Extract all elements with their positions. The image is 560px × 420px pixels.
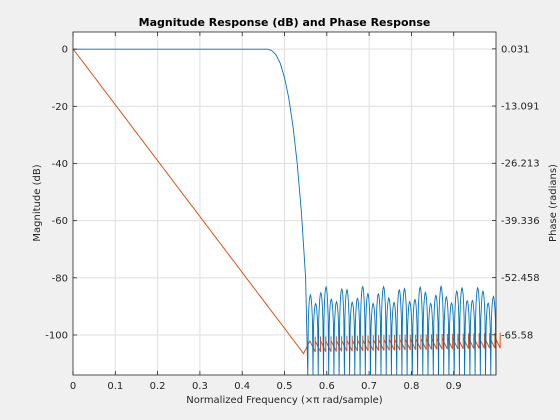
magnitude-line — [73, 48, 497, 376]
y-tick-label-left: -20 — [52, 102, 68, 113]
x-tick-label: 0.5 — [277, 381, 293, 392]
x-tick-label: 0.9 — [446, 381, 462, 392]
x-tick-label: 0 — [70, 381, 76, 392]
x-tick-label: 0.1 — [107, 381, 123, 392]
y-tick-label-left: -60 — [52, 216, 68, 227]
chart-title: Magnitude Response (dB) and Phase Respon… — [139, 16, 431, 29]
y-tick-label-right: -52.458 — [501, 273, 540, 284]
x-axis-ticks: 0 0.1 0.2 0.3 0.4 0.5 0.6 0.7 0.8 0.9 — [70, 32, 462, 392]
x-axis-label: Normalized Frequency (×π rad/sample) — [186, 395, 383, 406]
y-axis-left-ticks: 0 -20 -40 -60 -80 -100 — [45, 45, 77, 341]
y-axis-left-label: Magnitude (dB) — [32, 164, 43, 241]
y-tick-label-right: -39.336 — [501, 216, 540, 227]
y-axis-right-label: Phase (radians) — [548, 164, 559, 242]
y-tick-label-right: -13.091 — [501, 102, 540, 113]
y-axis-right-ticks: 0.031 -13.091 -26.213 -39.336 -52.458 -65.58 — [492, 44, 540, 341]
x-tick-label: 0.3 — [192, 381, 208, 392]
x-tick-label: 0.4 — [234, 381, 250, 392]
grid — [72, 32, 496, 375]
y-tick-label-right: -26.213 — [501, 159, 540, 170]
y-tick-label-right: 0.031 — [501, 44, 530, 55]
x-tick-label: 0.6 — [319, 381, 335, 392]
magnitude-series — [73, 48, 497, 376]
phase-series — [72, 48, 501, 355]
y-tick-label-left: -80 — [52, 273, 68, 284]
y-tick-label-left: 0 — [62, 45, 68, 56]
x-tick-label: 0.7 — [361, 381, 377, 392]
y-tick-label-left: -40 — [52, 159, 68, 170]
y-tick-label-left: -100 — [45, 330, 68, 341]
phase-line — [72, 48, 501, 355]
x-tick-label: 0.8 — [403, 381, 419, 392]
x-tick-label: 0.2 — [150, 381, 166, 392]
y-tick-label-right: -65.58 — [501, 330, 533, 341]
